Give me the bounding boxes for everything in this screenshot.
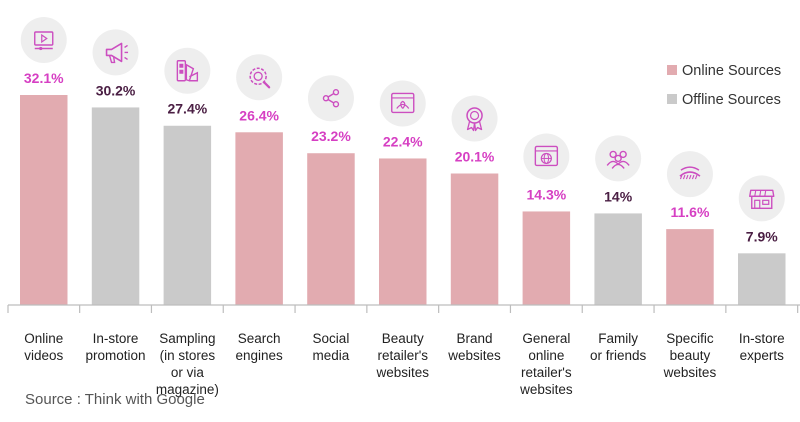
storefront-icon: [738, 175, 785, 222]
legend-swatch-offline: [667, 94, 677, 104]
browser-lotus-icon: [379, 80, 426, 127]
category-label: Sampling (in stores or via magazine): [156, 331, 219, 397]
x-axis-ticks: [7, 305, 799, 313]
bar-6: [379, 158, 427, 305]
source-note: Source : Think with Google: [25, 391, 205, 408]
video-play-icon: [20, 17, 67, 63]
category-labels: Online videos In-store promotion Sampling (in…: [24, 331, 784, 397]
bar-2: [91, 107, 140, 306]
bar-5: [307, 153, 355, 305]
category-label: Beauty retailer's websites: [375, 331, 429, 380]
samples-icon: [164, 47, 211, 94]
eyelash-icon: [666, 151, 713, 198]
value-label: 22.4%: [383, 133, 423, 149]
value-label: 14.3%: [526, 186, 566, 202]
category-label: In-store promotion: [86, 331, 146, 363]
bar-7: [450, 173, 499, 305]
share-icon: [307, 75, 354, 122]
people-icon: [595, 135, 642, 182]
bar-8: [522, 211, 571, 305]
legend: Online Sources Offline Sources: [667, 63, 781, 108]
bar-10: [666, 229, 714, 305]
bars-group: 32.1% 30.2% 27.4% 26.4% 23.2% 22.4% 20.1% 14.3%…: [20, 17, 786, 306]
value-label: 26.4%: [239, 107, 279, 123]
value-label: 23.2%: [311, 128, 351, 144]
category-label: In-store experts: [739, 331, 785, 363]
legend-label-online: Online Sources: [682, 63, 781, 79]
award-ribbon-icon: [451, 95, 498, 142]
bar-11: [738, 253, 786, 305]
category-label: General online retailer's websites: [519, 331, 573, 397]
value-label: 7.9%: [746, 228, 778, 244]
value-label: 27.4%: [167, 101, 207, 117]
category-label: Social media: [313, 331, 350, 363]
browser-globe-icon: [523, 133, 570, 180]
legend-swatch-online: [667, 65, 677, 75]
value-label: 20.1%: [455, 149, 495, 165]
value-label: 14%: [604, 188, 633, 204]
category-label: Online videos: [24, 331, 63, 363]
legend-label-offline: Offline Sources: [682, 92, 781, 108]
bar-3: [163, 125, 212, 305]
value-label: 32.1%: [24, 70, 64, 86]
category-label: Specific beauty websites: [663, 331, 717, 380]
bar-9: [594, 213, 642, 305]
bar-1: [20, 95, 68, 305]
category-label: Family or friends: [590, 331, 647, 363]
category-label: Brand websites: [447, 331, 501, 363]
category-label: Search engines: [236, 331, 284, 363]
value-label: 11.6%: [670, 204, 709, 220]
search-gear-icon: [236, 54, 283, 101]
megaphone-icon: [92, 29, 139, 76]
bar-4: [235, 132, 283, 305]
value-label: 30.2%: [96, 82, 136, 98]
